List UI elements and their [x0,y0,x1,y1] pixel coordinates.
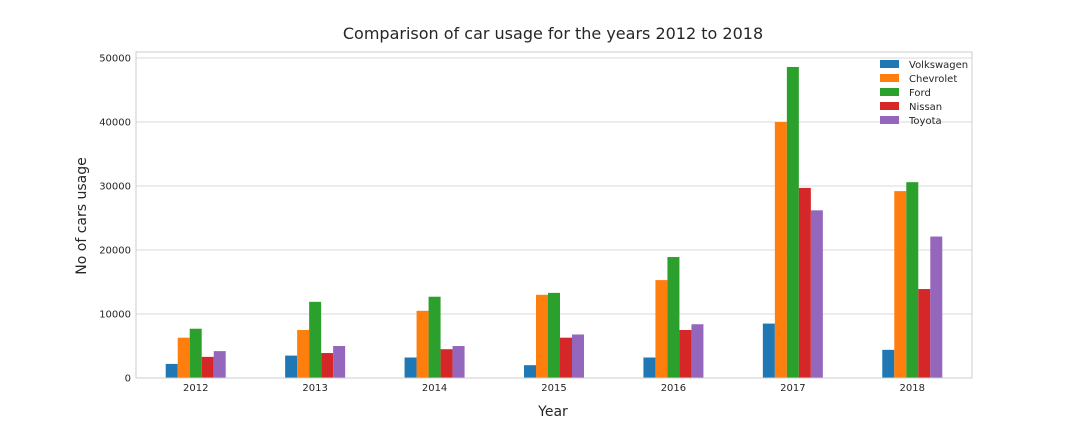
x-tick-label: 2017 [780,383,805,394]
bar-ford-2018 [906,182,919,378]
bar-nissan-2017 [798,187,811,378]
y-tick-label: 0 [125,374,131,385]
y-tick-label: 40000 [99,118,131,129]
x-tick-label: 2018 [900,383,925,394]
bar-chevrolet-2015 [536,294,548,378]
bar-toyota-2018 [930,236,943,378]
y-tick-label: 20000 [99,246,131,257]
bar-chevrolet-2013 [297,330,310,378]
bar-toyota-2016 [691,324,704,378]
bar-ford-2012 [189,328,202,378]
plot-frame [135,51,973,379]
bar-volkswagen-2017 [762,323,775,378]
bar-ford-2013 [309,301,322,378]
bar-volkswagen-2018 [882,349,895,378]
bar-toyota-2017 [810,210,823,378]
legend-swatch-nissan [880,102,899,110]
legend-label-nissan: Nissan [909,102,942,113]
y-tick-label: 30000 [99,182,131,193]
bar-ford-2016 [667,257,680,378]
bar-volkswagen-2012 [165,363,178,378]
legend: Volkswagen Chevrolet Ford Nissan Toyota [880,60,968,127]
bar-toyota-2014 [452,346,465,378]
bar-chevrolet-2016 [655,280,668,378]
legend-swatch-chevrolet [880,74,899,82]
bar-ford-2014 [428,296,441,378]
bar-nissan-2012 [201,356,214,378]
bar-nissan-2016 [679,330,692,378]
bar-volkswagen-2016 [643,357,656,378]
bar-toyota-2012 [213,351,226,378]
x-tick-label: 2012 [183,383,208,394]
bar-ford-2017 [786,66,799,379]
x-tick-label: 2014 [422,383,447,394]
bar-chevrolet-2014 [416,310,429,378]
bar-chevrolet-2017 [774,122,787,378]
x-tick-labels: 2012 2013 2014 2015 2016 2017 2018 [183,383,925,394]
y-axis-label: No of cars usage [74,157,90,274]
y-tick-label: 10000 [99,310,131,321]
bar-nissan-2013 [321,353,334,378]
bar-nissan-2018 [918,289,931,378]
legend-label-ford: Ford [909,88,931,99]
legend-swatch-volkswagen [880,60,899,68]
bar-volkswagen-2013 [285,355,298,378]
legend-label-chevrolet: Chevrolet [909,74,957,85]
bar-nissan-2014 [440,349,453,378]
bar-chevrolet-2018 [894,191,907,378]
bar-volkswagen-2014 [404,357,417,378]
y-tick-labels: 0 10000 20000 30000 40000 50000 [99,54,131,385]
legend-label-toyota: Toyota [908,116,942,127]
bar-toyota-2013 [333,346,346,378]
bar-nissan-2015 [560,337,572,378]
bar-ford-2015 [548,292,560,378]
bar-chevrolet-2012 [177,337,190,378]
x-tick-label: 2013 [302,383,327,394]
legend-label-volkswagen: Volkswagen [909,60,968,71]
x-tick-label: 2016 [661,383,686,394]
y-tick-label: 50000 [99,54,131,65]
legend-swatch-ford [880,88,899,96]
x-tick-label: 2015 [541,383,566,394]
bar-volkswagen-2015 [524,365,536,378]
bars [165,66,943,379]
bar-toyota-2015 [572,334,584,378]
x-axis-label: Year [537,404,568,420]
chart-title: Comparison of car usage for the years 20… [343,24,763,43]
legend-swatch-toyota [880,116,899,124]
